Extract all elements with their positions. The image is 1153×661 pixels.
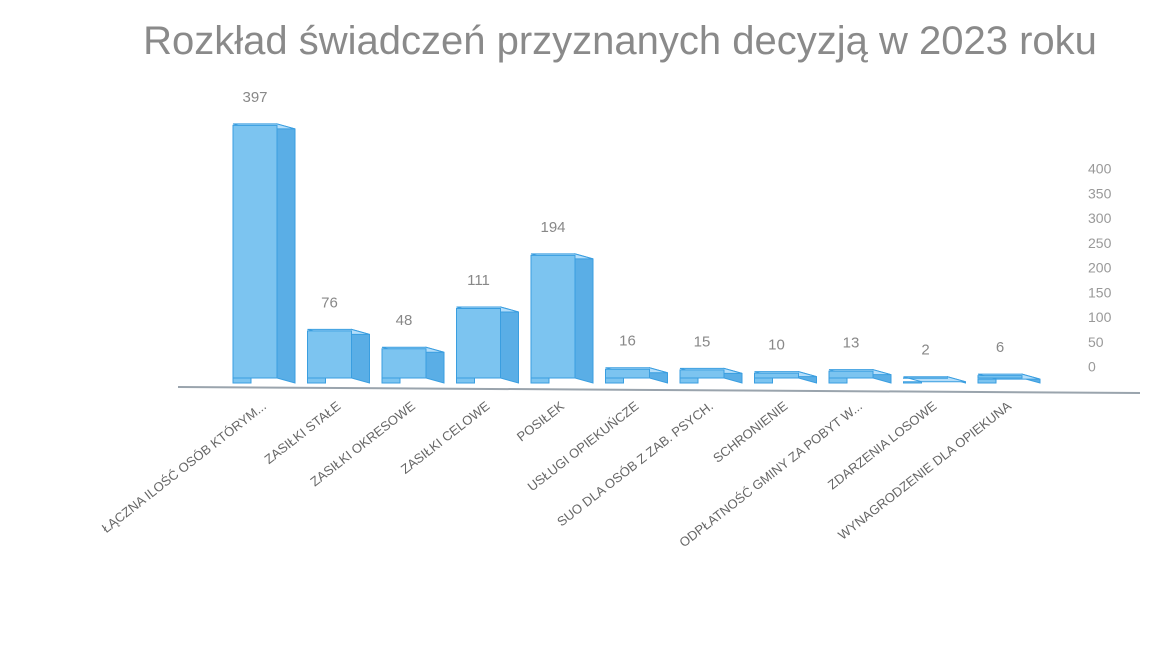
bar <box>381 346 445 384</box>
value-label: 111 <box>467 272 490 289</box>
bar <box>679 367 743 384</box>
value-label: 397 <box>242 89 267 106</box>
y-tick-label: 400 <box>1088 161 1112 177</box>
bar <box>605 367 668 384</box>
bar-face <box>679 369 725 379</box>
value-label: 10 <box>768 337 785 354</box>
y-tick-label: 350 <box>1088 185 1112 201</box>
value-label: 15 <box>694 333 711 350</box>
value-label: 48 <box>396 312 413 329</box>
bar-face <box>977 375 1023 379</box>
bar-side <box>351 328 370 384</box>
bar-side <box>500 306 519 384</box>
y-tick-label: 150 <box>1088 284 1112 300</box>
bar-side <box>276 123 296 384</box>
bar-face <box>530 254 576 379</box>
bar <box>530 253 594 384</box>
bar-front <box>977 378 997 384</box>
x-tick-label: ŁĄCZNA ILOŚĆ OSÓB KTÓRYM... <box>99 398 269 536</box>
chart-title: Rozkład świadczeń przyznanych decyzją w … <box>143 19 1097 63</box>
y-tick-label: 300 <box>1088 210 1112 226</box>
value-label: 194 <box>540 219 565 236</box>
floor <box>178 386 1140 394</box>
bar <box>977 373 1041 384</box>
y-tick-label: 50 <box>1088 334 1104 350</box>
bar-face <box>307 330 352 379</box>
value-label: 76 <box>321 294 338 311</box>
bar-face <box>456 307 501 379</box>
y-tick-label: 200 <box>1088 260 1112 276</box>
value-label: 13 <box>843 335 860 352</box>
y-tick-label: 250 <box>1088 235 1112 251</box>
bar-front <box>903 381 922 384</box>
value-label: 16 <box>619 333 636 350</box>
bar-face <box>605 368 650 379</box>
x-tick-label: SUO DLA OSÓB Z ZAB. PSYCH. <box>554 398 716 529</box>
bar <box>754 370 817 384</box>
value-label: 2 <box>921 342 929 359</box>
bar <box>903 376 966 384</box>
y-tick-label: 0 <box>1088 359 1096 375</box>
bar <box>232 123 296 384</box>
x-tick-label: POSIŁEK <box>514 398 567 444</box>
bar-top <box>903 376 966 383</box>
bar-face <box>381 348 427 379</box>
bar <box>307 328 370 384</box>
value-label: 6 <box>996 339 1004 356</box>
x-tick-label: SCHRONIENIE <box>710 398 791 466</box>
bar <box>456 306 519 384</box>
bar-side <box>574 253 594 384</box>
bar <box>828 369 892 384</box>
x-tick-label: ZASIŁKI STAŁE <box>262 398 344 467</box>
y-tick-label: 100 <box>1088 309 1112 325</box>
bar-face <box>828 370 874 379</box>
bar-face <box>754 372 799 379</box>
bar-face <box>232 124 278 379</box>
